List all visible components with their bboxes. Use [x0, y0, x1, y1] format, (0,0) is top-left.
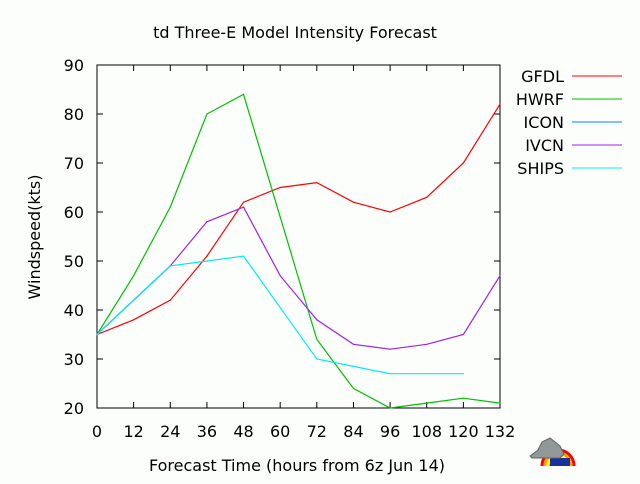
data-point-gfdl	[462, 162, 464, 164]
data-point-gfdl	[389, 211, 391, 213]
data-point-gfdl	[206, 255, 208, 257]
data-point-ships	[279, 306, 281, 309]
y-tick-label: 60	[64, 203, 84, 222]
data-point-ivcn	[316, 319, 318, 321]
weather-logo-icon	[529, 437, 576, 467]
y-tick-label: 30	[64, 350, 84, 369]
y-axis-label: Windspeed(kts)	[25, 175, 44, 300]
data-point-gfdl	[352, 201, 355, 203]
data-point-ships	[426, 373, 428, 375]
data-point-ships	[389, 373, 391, 375]
data-point-gfdl	[279, 186, 281, 189]
data-point-gfdl	[133, 319, 135, 321]
data-point-hwrf	[499, 402, 501, 404]
data-point-ships	[206, 260, 208, 262]
x-tick-label: 60	[270, 422, 290, 441]
data-point-hwrf	[242, 93, 245, 95]
data-point-hwrf	[206, 113, 208, 115]
y-tick-label: 70	[64, 154, 84, 173]
data-point-gfdl	[242, 201, 245, 203]
chart-title: td Three-E Model Intensity Forecast	[153, 23, 437, 42]
data-point-ivcn	[389, 348, 391, 350]
series-line-hwrf	[96, 93, 501, 409]
x-tick-label: 36	[197, 422, 217, 441]
data-point-ships	[242, 255, 245, 257]
x-tick-label: 72	[307, 422, 327, 441]
data-point-ships	[352, 365, 355, 367]
data-point-ivcn	[352, 343, 355, 345]
data-point-hwrf	[133, 275, 135, 277]
legend-label: ICON	[524, 113, 564, 132]
data-point-ships	[169, 265, 171, 267]
x-tick-label: 48	[233, 422, 253, 441]
data-point-ivcn	[206, 221, 208, 223]
x-tick-label: 24	[160, 422, 180, 441]
x-tick-label: 0	[92, 422, 102, 441]
data-point-gfdl	[169, 299, 171, 301]
data-point-ivcn	[426, 343, 428, 345]
x-tick-label: 96	[380, 422, 400, 441]
series-line-gfdl	[96, 103, 501, 336]
y-tick-label: 80	[64, 105, 84, 124]
data-point-gfdl	[316, 182, 318, 184]
data-point-hwrf	[352, 387, 355, 389]
x-tick-label: 108	[411, 422, 442, 441]
series-line-ships	[96, 255, 464, 375]
x-tick-label: 12	[123, 422, 143, 441]
x-tick-label: 120	[448, 422, 479, 441]
data-point-ships	[316, 358, 318, 360]
y-tick-label: 90	[64, 56, 84, 75]
data-point-hwrf	[389, 407, 391, 409]
data-point-hwrf	[169, 206, 171, 208]
x-tick-label: 132	[485, 422, 516, 441]
data-point-hwrf	[426, 402, 428, 404]
x-tick-label: 84	[343, 422, 363, 441]
data-point-gfdl	[426, 196, 428, 198]
data-point-hwrf	[279, 216, 281, 218]
data-point-ships	[96, 333, 98, 336]
legend-label: HWRF	[516, 90, 564, 109]
plot-border	[96, 64, 501, 409]
data-point-hwrf	[462, 397, 464, 399]
legend-label: GFDL	[521, 67, 564, 86]
x-axis-label: Forecast Time (hours from 6z Jun 14)	[149, 456, 445, 475]
data-point-ships	[133, 299, 135, 301]
y-tick-label: 40	[64, 301, 84, 320]
y-tick-label: 50	[64, 252, 84, 271]
data-point-ships	[462, 373, 464, 375]
data-point-ivcn	[242, 206, 245, 208]
legend-label: IVCN	[525, 136, 564, 155]
data-point-ivcn	[279, 275, 281, 277]
data-point-gfdl	[499, 103, 501, 105]
data-point-hwrf	[316, 338, 318, 340]
legend-label: SHIPS	[517, 159, 564, 178]
data-point-ivcn	[499, 275, 501, 277]
y-tick-label: 20	[64, 399, 84, 418]
data-point-ivcn	[462, 333, 464, 336]
